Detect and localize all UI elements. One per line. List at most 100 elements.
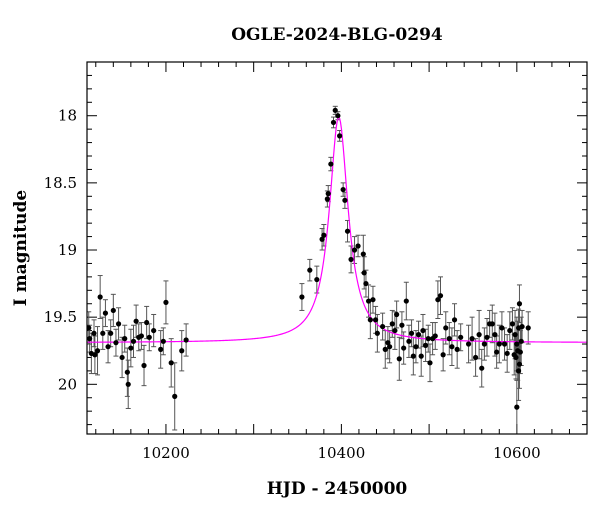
data-point (496, 341, 502, 347)
data-point (100, 330, 106, 336)
data-point (163, 299, 169, 305)
data-point (321, 232, 327, 238)
data-point (119, 354, 125, 361)
data-point (380, 323, 386, 330)
data-point (385, 340, 391, 346)
data-point (454, 346, 460, 352)
data-point (494, 349, 500, 355)
data-point (501, 341, 508, 347)
data-point (401, 345, 407, 351)
data-point (319, 236, 325, 242)
data-point (361, 270, 367, 276)
data-point (512, 332, 518, 338)
data-point (351, 247, 358, 253)
data-point (332, 107, 338, 113)
y-tick-label: 20 (58, 375, 77, 393)
data-point (314, 276, 320, 283)
data-point (443, 325, 449, 331)
data-point (146, 334, 152, 340)
data-point (330, 119, 337, 126)
data-point (325, 191, 331, 197)
data-point (97, 294, 103, 300)
data-point (342, 197, 348, 203)
data-point (399, 322, 405, 328)
data-point (516, 301, 523, 307)
data-point (355, 243, 361, 249)
data-point (328, 161, 334, 167)
x-tick-label: 10400 (318, 444, 366, 462)
data-point (124, 369, 130, 375)
data-point (387, 344, 393, 350)
data-point (92, 352, 98, 358)
data-point (516, 361, 523, 367)
data-point (105, 344, 111, 350)
data-point (432, 333, 438, 339)
data-point (115, 321, 122, 327)
data-point (365, 298, 372, 304)
data-point (125, 381, 131, 387)
data-point (113, 340, 119, 346)
data-point (168, 360, 174, 366)
data-point (513, 354, 519, 361)
data-point (102, 310, 109, 316)
data-point (87, 336, 93, 342)
data-point (324, 196, 330, 202)
data-point (179, 348, 185, 354)
data-point (172, 393, 178, 399)
data-point (514, 341, 520, 347)
data-point (344, 228, 351, 234)
data-point (458, 334, 464, 340)
data-point (372, 317, 379, 323)
data-point (427, 360, 433, 366)
x-tick-label: 10600 (493, 444, 541, 462)
data-point (122, 336, 128, 342)
data-point (144, 319, 150, 326)
data-point (141, 362, 147, 369)
data-point (94, 348, 101, 354)
data-point (446, 336, 452, 342)
data-point (110, 307, 116, 314)
data-point (489, 321, 495, 327)
data-point (128, 345, 134, 351)
data-point (299, 294, 305, 300)
data-point (348, 256, 354, 263)
data-point (382, 346, 388, 352)
data-point (492, 332, 498, 338)
data-point (437, 293, 444, 299)
data-point (451, 317, 458, 323)
x-axis-label: HJD - 2450000 (267, 479, 408, 499)
data-point (472, 354, 479, 361)
data-point (158, 346, 164, 352)
data-point (517, 349, 523, 355)
data-point (394, 311, 400, 318)
data-point (87, 325, 92, 331)
y-axis-label: I magnitude (11, 190, 31, 307)
y-tick-label: 19 (58, 241, 77, 259)
data-point (408, 330, 415, 336)
data-point (335, 113, 341, 119)
data-point (360, 251, 366, 257)
y-tick-label: 18.5 (44, 174, 77, 192)
x-tick-label: 10200 (142, 444, 190, 462)
data-point (396, 356, 402, 362)
data-point (514, 404, 520, 410)
data-point (160, 338, 166, 344)
data-point (337, 133, 343, 139)
data-point (307, 267, 313, 273)
data-point (183, 337, 189, 343)
data-point (413, 344, 419, 350)
data-point (403, 298, 409, 304)
data-point (525, 325, 531, 331)
data-point (515, 368, 522, 374)
data-point (363, 280, 369, 287)
data-point (418, 353, 424, 359)
plot-frame (86, 61, 588, 435)
data-point (410, 353, 416, 359)
chart-title: OGLE-2024-BLG-0294 (231, 25, 443, 45)
data-point (415, 332, 422, 338)
plot-area: 10200 10400 10600 18 18.5 19 19.5 20 (44, 61, 588, 462)
data-point (406, 338, 412, 344)
y-tick-label: 18 (58, 107, 77, 125)
data-point (476, 332, 482, 338)
